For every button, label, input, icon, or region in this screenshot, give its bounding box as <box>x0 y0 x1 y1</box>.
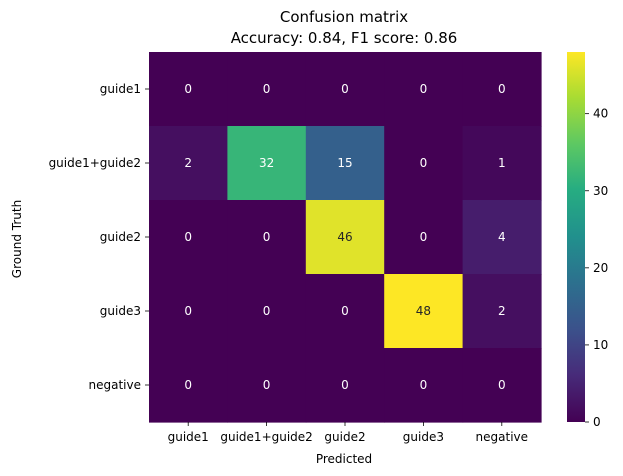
chart-title-line2: Accuracy: 0.84, F1 score: 0.86 <box>231 29 458 47</box>
cell-value-label: 0 <box>341 378 349 392</box>
x-tick-label: guide1+guide2 <box>220 430 312 444</box>
cell-value-label: 0 <box>420 378 428 392</box>
colorbar <box>567 52 585 422</box>
cell-value-label: 0 <box>184 378 192 392</box>
colorbar-ticks: 0 10 20 30 40 <box>585 107 608 429</box>
y-tick-label: guide1+guide2 <box>49 156 141 170</box>
heatmap-cell <box>149 348 228 423</box>
heatmap-cell <box>305 200 385 275</box>
heatmap-cell <box>305 126 385 201</box>
heatmap-cell <box>384 52 464 127</box>
colorbar-tick-label: 20 <box>593 261 608 275</box>
heatmap-cell <box>227 274 307 349</box>
heatmap-cell <box>149 52 228 127</box>
colorbar-tick-label: 40 <box>593 107 608 121</box>
cell-value-label: 4 <box>498 230 506 244</box>
heatmap-cell <box>384 348 464 423</box>
x-tick-label: guide3 <box>403 430 444 444</box>
cell-value-label: 0 <box>184 304 192 318</box>
cell-value-label: 46 <box>337 230 352 244</box>
y-tick-label: negative <box>89 378 141 392</box>
heatmap-cell <box>384 126 464 201</box>
cell-value-label: 0 <box>341 304 349 318</box>
heatmap-cell <box>384 274 464 349</box>
cell-value-label: 0 <box>420 156 428 170</box>
heatmap-cell <box>227 200 307 275</box>
heatmap-cell <box>462 348 542 423</box>
x-tick-label: guide1 <box>168 430 209 444</box>
cell-value-label: 2 <box>184 156 192 170</box>
cell-value-label: 0 <box>263 230 271 244</box>
heatmap-cell <box>305 348 385 423</box>
heatmap-cell <box>305 52 385 127</box>
colorbar-tick-label: 0 <box>593 415 601 429</box>
x-axis-label: Predicted <box>316 452 372 466</box>
x-tick-labels: guide1 guide1+guide2 guide2 guide3 negative <box>168 422 528 444</box>
heatmap-cells: 0 0 0 0 0 2 32 15 0 1 0 0 46 0 4 0 0 0 48 2 0 0 0 0 0 <box>149 52 542 423</box>
heatmap-cell <box>462 126 542 201</box>
cell-value-label: 0 <box>263 82 271 96</box>
cell-value-label: 0 <box>498 378 506 392</box>
heatmap-cell <box>149 200 228 275</box>
heatmap-cell <box>149 126 228 201</box>
x-tick-label: negative <box>476 430 528 444</box>
cell-value-label: 15 <box>337 156 352 170</box>
colorbar-tick-label: 30 <box>593 184 608 198</box>
cell-value-label: 0 <box>498 82 506 96</box>
heatmap-cell <box>227 52 307 127</box>
chart-title-line1: Confusion matrix <box>280 8 408 26</box>
cell-value-label: 0 <box>184 82 192 96</box>
y-tick-label: guide1 <box>100 82 141 96</box>
cell-value-label: 2 <box>498 304 506 318</box>
y-tick-labels: guide1 guide1+guide2 guide2 guide3 negative <box>49 82 149 392</box>
heatmap-cell <box>384 200 464 275</box>
cell-value-label: 0 <box>184 230 192 244</box>
heatmap-cell <box>462 274 542 349</box>
colorbar-tick-label: 10 <box>593 338 608 352</box>
cell-value-label: 48 <box>416 304 431 318</box>
cell-value-label: 0 <box>341 82 349 96</box>
heatmap-cell <box>462 52 542 127</box>
cell-value-label: 0 <box>420 82 428 96</box>
heatmap-cell <box>149 274 228 349</box>
heatmap-cell <box>305 274 385 349</box>
y-tick-label: guide2 <box>100 230 141 244</box>
cell-value-label: 0 <box>263 378 271 392</box>
cell-value-label: 0 <box>420 230 428 244</box>
y-axis-label: Ground Truth <box>10 200 24 278</box>
heatmap-cell <box>227 126 307 201</box>
cell-value-label: 1 <box>498 156 506 170</box>
y-tick-label: guide3 <box>100 304 141 318</box>
cell-value-label: 0 <box>263 304 271 318</box>
heatmap-cell <box>227 348 307 423</box>
x-tick-label: guide2 <box>324 430 365 444</box>
cell-value-label: 32 <box>259 156 274 170</box>
heatmap-cell <box>462 200 542 275</box>
